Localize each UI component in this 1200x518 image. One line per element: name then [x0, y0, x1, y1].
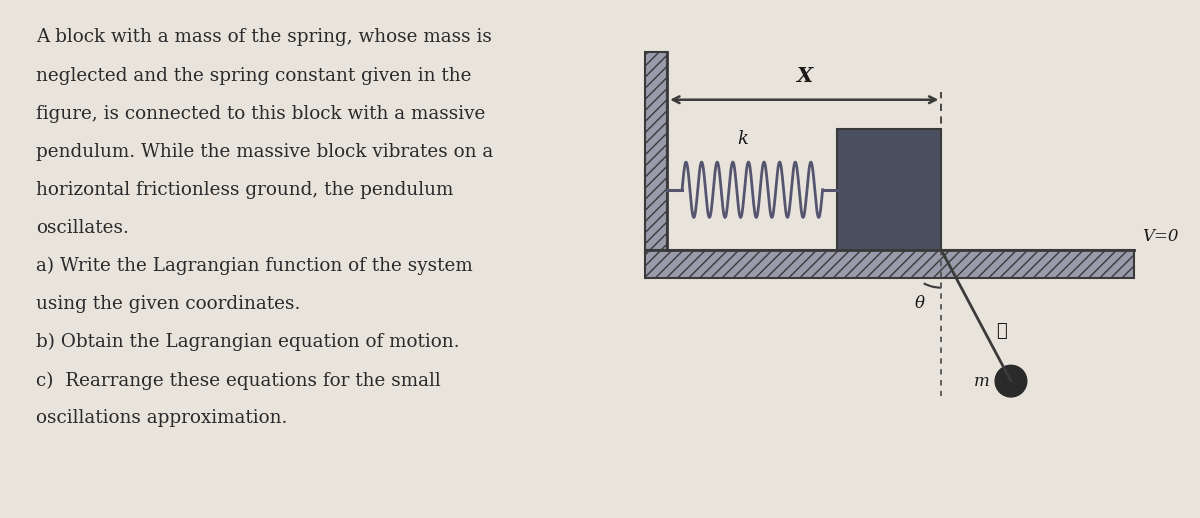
Text: using the given coordinates.: using the given coordinates.	[36, 295, 300, 313]
Circle shape	[995, 365, 1027, 397]
Text: θ: θ	[914, 295, 924, 312]
Bar	[644, 250, 1134, 278]
Text: a) Write the Lagrangian function of the system: a) Write the Lagrangian function of the …	[36, 257, 473, 275]
Text: neglected and the spring constant given in the: neglected and the spring constant given …	[36, 67, 472, 84]
Bar	[838, 130, 941, 250]
Text: m: m	[973, 372, 989, 390]
Text: k: k	[737, 130, 748, 148]
Text: horizontal frictionless ground, the pendulum: horizontal frictionless ground, the pend…	[36, 181, 454, 199]
Text: X: X	[796, 66, 812, 86]
Text: oscillations approximation.: oscillations approximation.	[36, 409, 288, 427]
Text: oscillates.: oscillates.	[36, 219, 128, 237]
Text: c)  Rearrange these equations for the small: c) Rearrange these equations for the sma…	[36, 371, 440, 390]
Text: ℓ: ℓ	[996, 322, 1007, 340]
Text: b) Obtain the Lagrangian equation of motion.: b) Obtain the Lagrangian equation of mot…	[36, 333, 460, 351]
Text: V=0: V=0	[1142, 228, 1178, 244]
Text: pendulum. While the massive block vibrates on a: pendulum. While the massive block vibrat…	[36, 143, 493, 161]
Text: figure, is connected to this block with a massive: figure, is connected to this block with …	[36, 105, 486, 123]
Text: A block with a mass of the spring, whose mass is: A block with a mass of the spring, whose…	[36, 28, 492, 47]
Bar	[644, 52, 667, 250]
